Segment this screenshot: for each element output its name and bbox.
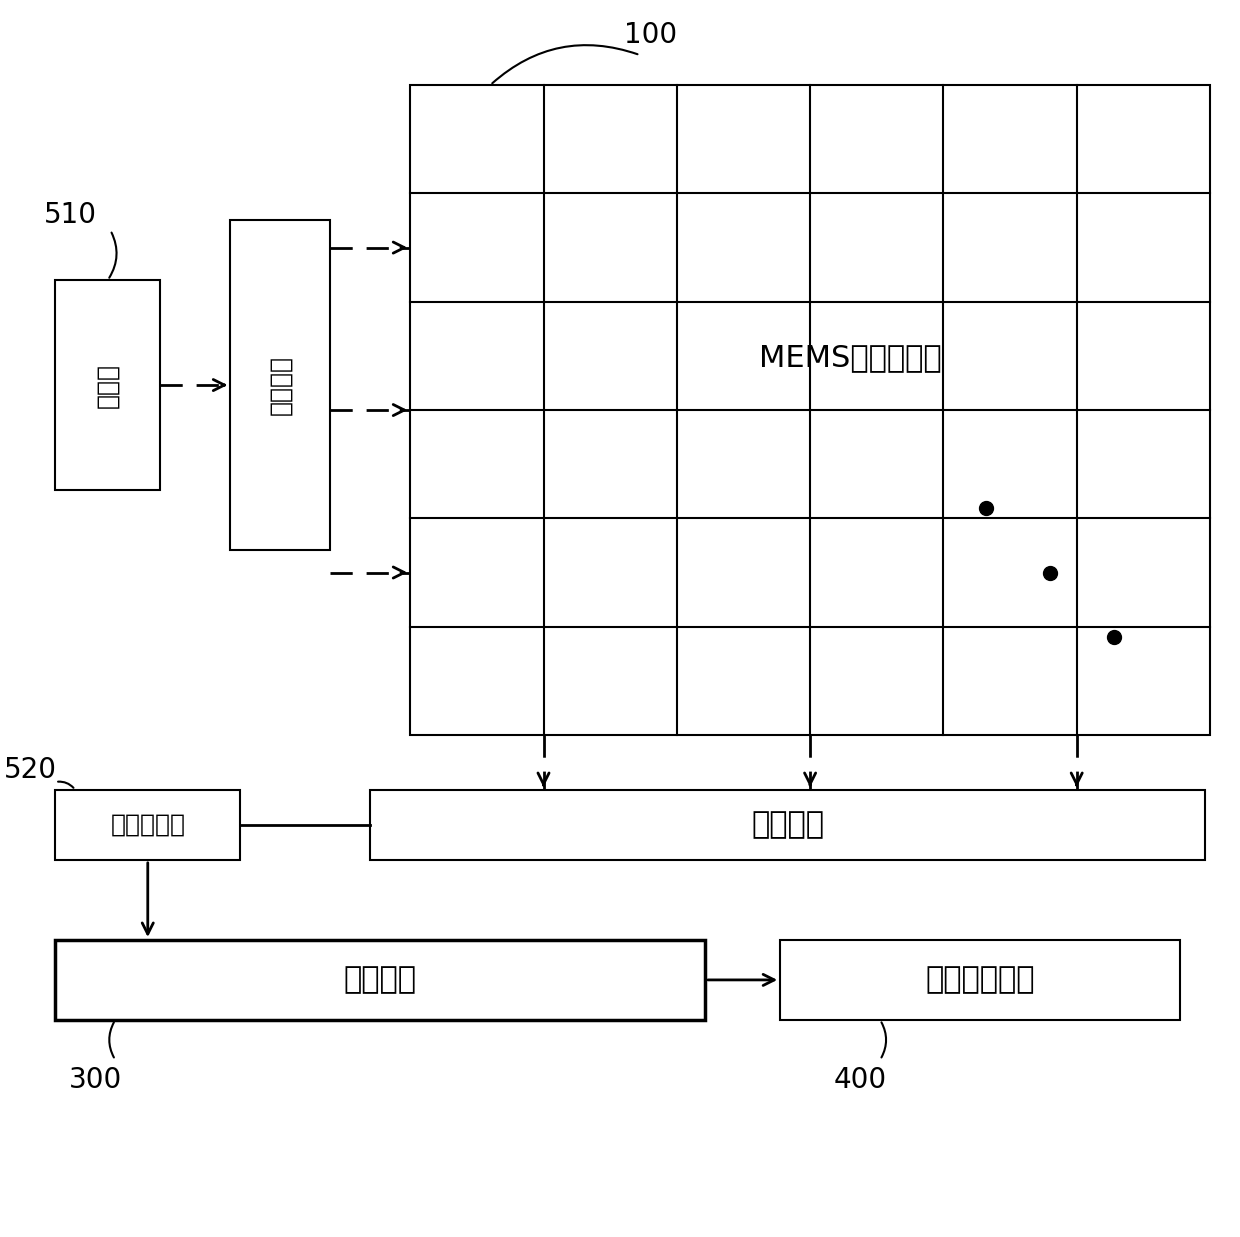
- Text: 510: 510: [43, 202, 97, 229]
- Text: 电压源: 电压源: [95, 362, 120, 407]
- Polygon shape: [56, 280, 160, 490]
- Text: 300: 300: [68, 1066, 122, 1094]
- Text: 列选开关: 列选开关: [751, 810, 825, 840]
- Text: MEMS传感器阵列: MEMS传感器阵列: [759, 344, 941, 372]
- Text: 520: 520: [4, 756, 57, 784]
- Text: 100: 100: [624, 21, 677, 49]
- Polygon shape: [231, 220, 330, 550]
- Polygon shape: [780, 940, 1180, 1019]
- Polygon shape: [56, 790, 241, 860]
- Text: 数据处理单元: 数据处理单元: [925, 965, 1035, 995]
- Text: 行选开关: 行选开关: [268, 355, 293, 416]
- Text: 恒流源模块: 恒流源模块: [110, 813, 185, 837]
- Text: 400: 400: [833, 1066, 887, 1094]
- Text: 运算电路: 运算电路: [343, 965, 417, 995]
- Polygon shape: [371, 790, 1205, 860]
- Polygon shape: [56, 940, 706, 1019]
- Polygon shape: [410, 85, 1210, 735]
